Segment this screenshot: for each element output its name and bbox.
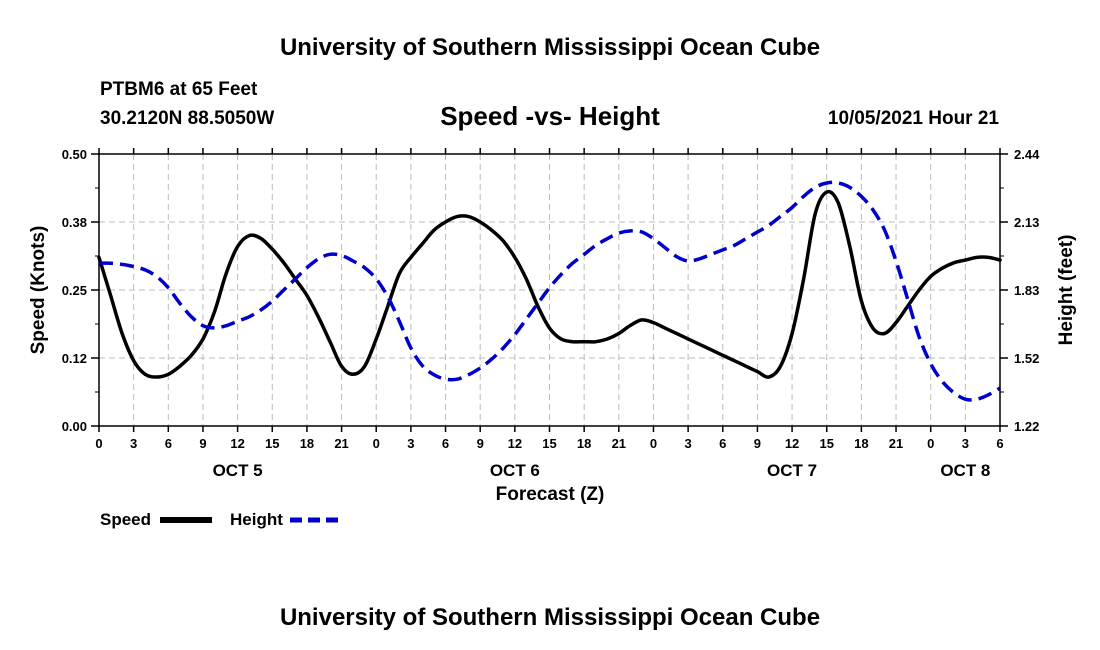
y-left-tick-label: 0.38 <box>62 215 87 230</box>
x-tick-label: 21 <box>612 436 626 451</box>
coordinates-label: 30.2120N 88.5050W <box>100 108 274 129</box>
x-date-label: OCT 6 <box>490 461 540 480</box>
data-series <box>97 180 1002 402</box>
series-line-height <box>98 180 1001 402</box>
x-tick-label: 6 <box>442 436 449 451</box>
x-tick-label: 15 <box>819 436 833 451</box>
x-tick-label: 9 <box>199 436 206 451</box>
axis-ticks <box>91 148 1008 432</box>
y-left-tick-label: 0.50 <box>62 147 87 162</box>
x-tick-label: 21 <box>334 436 348 451</box>
y-axis-right-title: Height (feet) <box>1056 235 1077 346</box>
x-tick-label: 0 <box>927 436 934 451</box>
y-right-tick-label: 1.22 <box>1014 419 1039 434</box>
x-date-label: OCT 5 <box>213 461 263 480</box>
x-tick-label: 3 <box>684 436 691 451</box>
x-tick-label: 6 <box>719 436 726 451</box>
axis-labels: 0 3 6 9 12 15 18 21 0 3 6 9 12 15 18 21 0 3 6 9 12 15 18 21 0 3 6 0… <box>62 147 1040 480</box>
y-left-tick-label: 0.25 <box>62 283 87 298</box>
y-right-tick-label: 2.13 <box>1014 215 1039 230</box>
chart-subtitle: Speed -vs- Height <box>440 101 660 131</box>
y-left-tick-label: 0.12 <box>62 351 87 366</box>
x-axis-title: Forecast (Z) <box>496 484 605 505</box>
y-axis-left-title: Speed (Knots) <box>28 226 49 355</box>
chart-page-title: University of Southern Mississippi Ocean… <box>280 34 820 61</box>
legend-speed-label: Speed <box>100 510 151 529</box>
y-left-tick-label: 0.00 <box>62 419 87 434</box>
legend: Speed Height <box>100 510 343 529</box>
x-tick-label: 3 <box>407 436 414 451</box>
x-tick-label: 12 <box>785 436 799 451</box>
x-tick-label: 0 <box>650 436 657 451</box>
y-right-tick-label: 2.44 <box>1014 147 1040 162</box>
x-date-label: OCT 7 <box>767 461 817 480</box>
x-tick-label: 0 <box>373 436 380 451</box>
x-tick-label: 12 <box>508 436 522 451</box>
y-right-tick-label: 1.83 <box>1014 283 1039 298</box>
x-tick-label: 6 <box>165 436 172 451</box>
x-tick-label: 9 <box>754 436 761 451</box>
x-tick-label: 21 <box>889 436 903 451</box>
x-tick-label: 6 <box>996 436 1003 451</box>
x-tick-label: 3 <box>962 436 969 451</box>
y-right-tick-label: 1.52 <box>1014 351 1039 366</box>
x-tick-label: 15 <box>542 436 556 451</box>
x-tick-label: 15 <box>265 436 279 451</box>
series-line-speed <box>97 189 1002 379</box>
legend-height-label: Height <box>230 510 283 529</box>
chart-footer-title: University of Southern Mississippi Ocean… <box>280 604 820 631</box>
x-tick-label: 18 <box>577 436 591 451</box>
forecast-datetime: 10/05/2021 Hour 21 <box>828 108 1000 129</box>
x-tick-label: 18 <box>300 436 314 451</box>
x-date-label: OCT 8 <box>940 461 990 480</box>
x-tick-label: 3 <box>130 436 137 451</box>
x-tick-label: 12 <box>230 436 244 451</box>
x-tick-label: 0 <box>95 436 102 451</box>
station-label: PTBM6 at 65 Feet <box>100 79 258 100</box>
x-tick-label: 18 <box>854 436 868 451</box>
x-tick-label: 9 <box>477 436 484 451</box>
